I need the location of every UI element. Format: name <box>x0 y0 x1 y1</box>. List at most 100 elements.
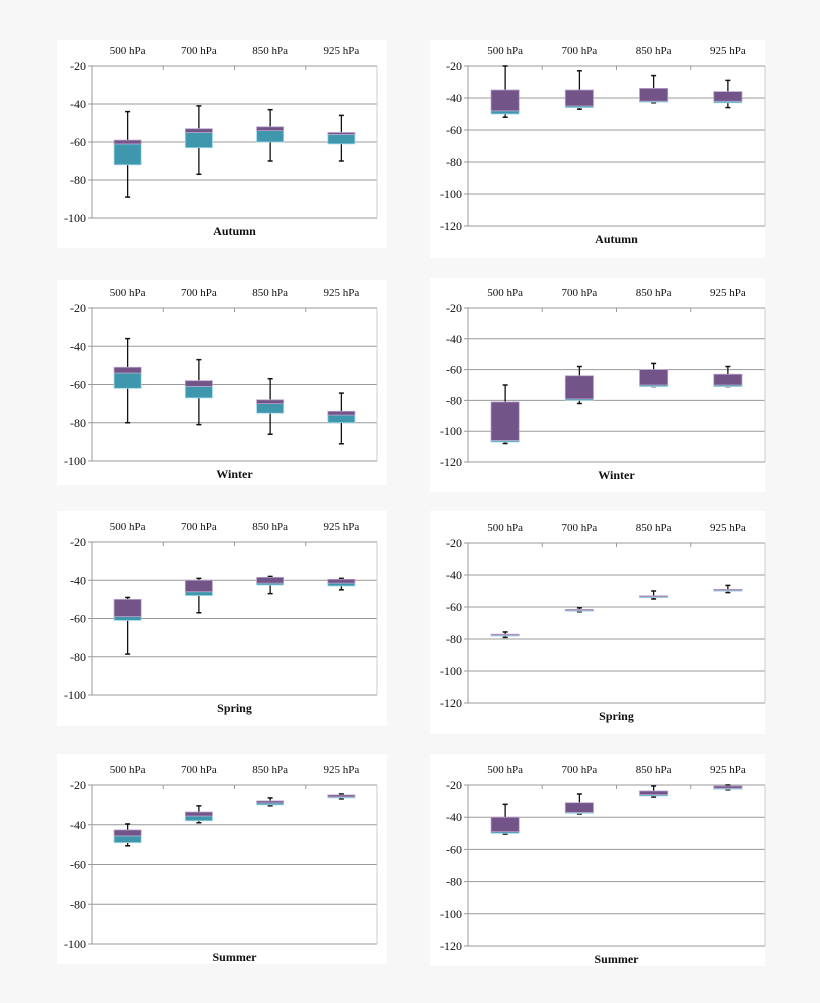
box-upper-quartile <box>713 589 743 591</box>
category-label: 850 hPa <box>636 764 672 776</box>
box-upper-quartile <box>490 816 520 833</box>
y-tick-label: -40 <box>446 332 462 346</box>
y-tick-label: -60 <box>70 612 86 626</box>
y-tick-label: -60 <box>70 858 86 872</box>
category-label: 925 hPa <box>710 287 746 299</box>
y-tick-label: -20 <box>446 59 462 73</box>
box-upper-quartile <box>490 89 520 112</box>
box-upper-quartile <box>327 410 356 416</box>
box-upper-quartile <box>639 369 669 386</box>
y-tick-label: -80 <box>70 650 86 664</box>
box-upper-quartile <box>184 380 213 387</box>
category-label: 500 hPa <box>110 521 146 533</box>
category-label: 500 hPa <box>110 45 146 57</box>
box-lower-quartile <box>113 616 142 621</box>
y-tick-label: -60 <box>446 363 462 377</box>
y-tick-label: -100 <box>64 454 86 468</box>
panel-winter-left: -20 -40 -60 -80 -100 500 hPa 700 hPa 850 hPa 925… <box>57 280 387 485</box>
category-label: 850 hPa <box>252 287 288 299</box>
category-label: 500 hPa <box>487 764 523 776</box>
category-label: 850 hPa <box>636 287 672 299</box>
box-lower-quartile <box>184 815 213 822</box>
y-tick-label: -60 <box>446 842 462 856</box>
panel-title: Winter <box>598 468 635 482</box>
box-upper-quartile <box>327 578 356 584</box>
panel-summer-right: -20 -40 -60 -80 -100 -120 500 hPa 700 hPa 850 hP… <box>430 754 766 966</box>
category-label: 500 hPa <box>487 45 523 57</box>
box-upper-quartile <box>113 139 142 145</box>
y-tick-label: -80 <box>446 875 462 889</box>
box-upper-quartile <box>564 89 594 107</box>
category-label: 850 hPa <box>636 522 672 534</box>
box-lower-quartile <box>113 372 142 389</box>
box-lower-quartile <box>490 110 520 115</box>
box-lower-quartile <box>184 591 213 596</box>
y-tick-label: -60 <box>70 378 86 392</box>
y-tick-label: -20 <box>70 59 86 73</box>
y-tick-label: -80 <box>70 173 86 187</box>
y-tick-label: -120 <box>440 696 462 710</box>
y-tick-label: -80 <box>70 897 86 911</box>
box-upper-quartile <box>490 401 520 441</box>
category-label: 500 hPa <box>110 287 146 299</box>
box-upper-quartile <box>256 800 285 804</box>
y-tick-label: -20 <box>446 778 462 792</box>
panel-background <box>57 280 387 485</box>
category-label: 925 hPa <box>710 764 746 776</box>
category-label: 700 hPa <box>562 287 598 299</box>
panel-spring-right: -20 -40 -60 -80 -100 -120 500 hPa 700 hPa 850 hP… <box>430 511 766 734</box>
box-lower-quartile <box>184 132 213 149</box>
y-tick-label: -20 <box>70 535 86 549</box>
panel-title: Spring <box>599 709 634 723</box>
y-tick-label: -40 <box>446 568 462 582</box>
y-tick-label: -80 <box>446 632 462 646</box>
box-lower-quartile <box>256 130 285 143</box>
category-label: 850 hPa <box>252 45 288 57</box>
y-tick-label: -40 <box>446 810 462 824</box>
y-tick-label: -40 <box>70 573 86 587</box>
panel-title: Spring <box>217 701 252 715</box>
box-upper-quartile <box>113 829 142 837</box>
box-upper-quartile <box>113 598 142 617</box>
panel-title: Autumn <box>595 232 638 246</box>
y-tick-label: -100 <box>64 688 86 702</box>
category-label: 925 hPa <box>710 45 746 57</box>
box-lower-quartile <box>113 835 142 844</box>
panel-title: Winter <box>216 467 253 481</box>
box-lower-quartile <box>327 414 356 424</box>
y-tick-label: -120 <box>440 939 462 953</box>
y-tick-label: -40 <box>70 818 86 832</box>
box-lower-quartile <box>327 133 356 145</box>
box-upper-quartile <box>713 373 743 386</box>
category-label: 850 hPa <box>252 521 288 533</box>
panel-autumn-left: -20 -40 -60 -80 -100 500 hPa 700 hPa 850 hPa 925… <box>57 40 387 248</box>
panel-autumn-right: -20 -40 -60 -80 -100 -120 500 hPa 700 hPa 850 hP… <box>430 40 766 258</box>
category-label: 500 hPa <box>487 522 523 534</box>
y-tick-label: -20 <box>446 301 462 315</box>
y-tick-label: -80 <box>446 393 462 407</box>
panel-title: Summer <box>213 950 258 964</box>
category-label: 925 hPa <box>710 522 746 534</box>
box-lower-quartile <box>184 386 213 399</box>
y-tick-label: -80 <box>446 155 462 169</box>
category-label: 700 hPa <box>562 522 598 534</box>
box-upper-quartile <box>327 132 356 135</box>
box-upper-quartile <box>713 91 743 102</box>
category-label: 700 hPa <box>562 45 598 57</box>
y-tick-label: -20 <box>70 301 86 315</box>
panel-winter-right: -20 -40 -60 -80 -100 -120 500 hPa 700 hPa 850 hP… <box>430 278 766 492</box>
y-tick-label: -20 <box>70 778 86 792</box>
y-tick-label: -120 <box>440 219 462 233</box>
box-lower-quartile <box>327 582 356 587</box>
category-label: 925 hPa <box>324 764 360 776</box>
box-upper-quartile <box>184 579 213 593</box>
box-upper-quartile <box>256 399 285 405</box>
category-label: 700 hPa <box>181 521 217 533</box>
y-tick-label: -20 <box>446 536 462 550</box>
y-tick-label: -60 <box>70 135 86 149</box>
box-upper-quartile <box>564 609 594 611</box>
category-label: 500 hPa <box>487 287 523 299</box>
category-label: 700 hPa <box>562 764 598 776</box>
box-upper-quartile <box>564 802 594 813</box>
